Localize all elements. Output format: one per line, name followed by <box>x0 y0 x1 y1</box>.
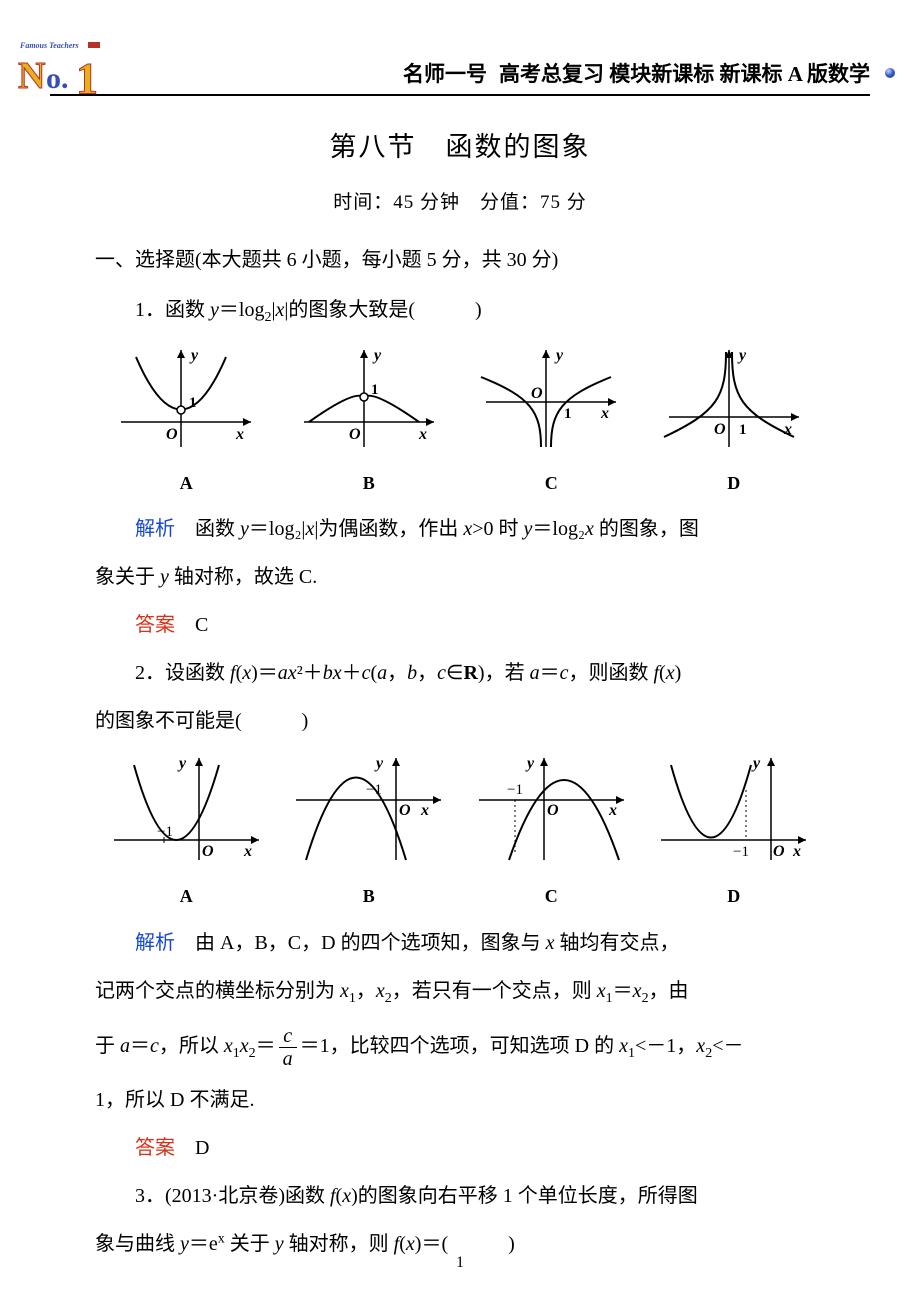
svg-text:O: O <box>547 802 559 819</box>
question-2: 2．设函数 f(x)＝ax²＋bx＋c(a，b，c∈R)，若 a＝c，则函数 f… <box>95 654 825 692</box>
q2-graph-B: −1 O x y B <box>286 750 451 913</box>
q2-analysis-3: 于 a＝c，所以 x1x2＝ca＝1，比较四个选项，可知选项 D 的 x1<－1… <box>95 1022 825 1071</box>
svg-text:y: y <box>372 347 382 364</box>
q1-stem-post: 的图象大致是( <box>288 299 415 321</box>
q1-number: 1． <box>135 299 165 321</box>
svg-text:y: y <box>177 755 187 772</box>
svg-text:1: 1 <box>371 382 379 398</box>
header-brand: 名师一号 <box>403 55 487 95</box>
svg-text:o.: o. <box>46 62 69 95</box>
logo: Famous Teachers N o. 1 <box>18 38 113 113</box>
page-content: 第八节 函数的图象 时间：45 分钟 分值：75 分 一、选择题(本大题共 6 … <box>95 110 825 1263</box>
q1-stem-end: ) <box>475 299 482 321</box>
svg-text:−1: −1 <box>366 782 382 798</box>
svg-text:−1: −1 <box>157 824 173 840</box>
q1-analysis: 解析 函数 y＝log₂|x|为偶函数，作出 x>0 时 y＝log₂x 的图象… <box>95 510 825 548</box>
svg-text:y: y <box>737 347 747 364</box>
q2-label-D: D <box>651 879 816 913</box>
page-number: 1 <box>0 1248 920 1278</box>
svg-text:y: y <box>751 755 761 772</box>
q1-label-B: B <box>294 466 444 500</box>
q1-analysis-2: 象关于 y 轴对称，故选 C. <box>95 558 825 596</box>
q2-analysis-1: 解析 由 A，B，C，D 的四个选项知，图象与 x 轴均有交点， <box>95 924 825 962</box>
svg-text:x: x <box>420 802 429 819</box>
svg-text:O: O <box>773 843 785 860</box>
svg-text:x: x <box>600 405 609 422</box>
q1-stem-pre: 函数 <box>165 299 210 321</box>
q2-answer-val: D <box>195 1137 209 1159</box>
page-title: 第八节 函数的图象 <box>95 122 825 173</box>
svg-text:N: N <box>18 55 45 97</box>
analysis-label: 解析 <box>135 932 175 954</box>
svg-text:−1: −1 <box>507 782 523 798</box>
svg-text:−1: −1 <box>733 844 749 860</box>
svg-text:O: O <box>714 421 726 438</box>
svg-text:O: O <box>349 426 361 443</box>
svg-text:O: O <box>166 426 178 443</box>
q2-analysis-4: 1，所以 D 不满足. <box>95 1081 825 1119</box>
page-subtitle: 时间：45 分钟 分值：75 分 <box>95 185 825 221</box>
svg-text:1: 1 <box>739 422 747 438</box>
svg-text:y: y <box>554 347 564 364</box>
analysis-label: 解析 <box>135 518 175 540</box>
svg-text:x: x <box>243 843 252 860</box>
q3-number: 3． <box>135 1185 165 1207</box>
question-1: 1．函数 y＝log2|x|的图象大致是() <box>95 291 825 332</box>
q1-answer: 答案 C <box>95 606 825 644</box>
svg-text:1: 1 <box>189 395 197 411</box>
q2-label-C: C <box>469 879 634 913</box>
q1-graph-A: 1 O x y A <box>111 342 261 500</box>
q1-label-C: C <box>476 466 626 500</box>
q2-label-B: B <box>286 879 451 913</box>
q2-number: 2． <box>135 662 165 684</box>
svg-text:x: x <box>608 802 617 819</box>
q1-graph-row: 1 O x y A 1 O x y B <box>95 342 825 500</box>
svg-text:y: y <box>189 347 199 364</box>
answer-label: 答案 <box>135 1137 175 1159</box>
header-text: 名师一号 高考总复习 模块新课标 新课标 A 版数学 <box>403 55 870 95</box>
svg-text:x: x <box>418 426 427 443</box>
q1-graph-D: O 1 x y D <box>659 342 809 500</box>
svg-text:1: 1 <box>564 406 572 422</box>
q2-analysis-2: 记两个交点的横坐标分别为 x1，x2，若只有一个交点，则 x1＝x2，由 <box>95 972 825 1013</box>
question-2-line2: 的图象不可能是() <box>95 702 825 740</box>
svg-text:O: O <box>531 385 543 402</box>
svg-text:y: y <box>374 755 384 772</box>
header-sphere-icon <box>884 56 896 68</box>
q2-label-A: A <box>104 879 269 913</box>
q2-graph-A: −1 O x y A <box>104 750 269 913</box>
q2-graph-row: −1 O x y A −1 O x y B <box>95 750 825 913</box>
answer-label: 答案 <box>135 614 175 636</box>
logo-top-text: Famous Teachers <box>19 41 79 50</box>
q1-label-A: A <box>111 466 261 500</box>
svg-text:y: y <box>525 755 535 772</box>
q2-graph-C: −1 O x y C <box>469 750 634 913</box>
page-header: Famous Teachers N o. 1 名师一号 高考总复习 模块新课标 … <box>0 38 920 100</box>
header-series: 高考总复习 模块新课标 新课标 A 版数学 <box>499 55 870 95</box>
svg-text:x: x <box>235 426 244 443</box>
svg-text:x: x <box>783 421 792 438</box>
question-3: 3．(2013·北京卷)函数 f(x)的图象向右平移 1 个单位长度，所得图 <box>95 1177 825 1215</box>
q2-answer: 答案 D <box>95 1129 825 1167</box>
svg-text:O: O <box>202 843 214 860</box>
q1-answer-val: C <box>195 614 208 636</box>
q1-graph-B: 1 O x y B <box>294 342 444 500</box>
svg-text:O: O <box>399 802 411 819</box>
q2-graph-D: −1 O x y D <box>651 750 816 913</box>
section-heading: 一、选择题(本大题共 6 小题，每小题 5 分，共 30 分) <box>95 241 825 279</box>
q1-graph-C: O 1 x y C <box>476 342 626 500</box>
q1-label-D: D <box>659 466 809 500</box>
header-rule <box>50 94 870 96</box>
svg-text:x: x <box>792 843 801 860</box>
